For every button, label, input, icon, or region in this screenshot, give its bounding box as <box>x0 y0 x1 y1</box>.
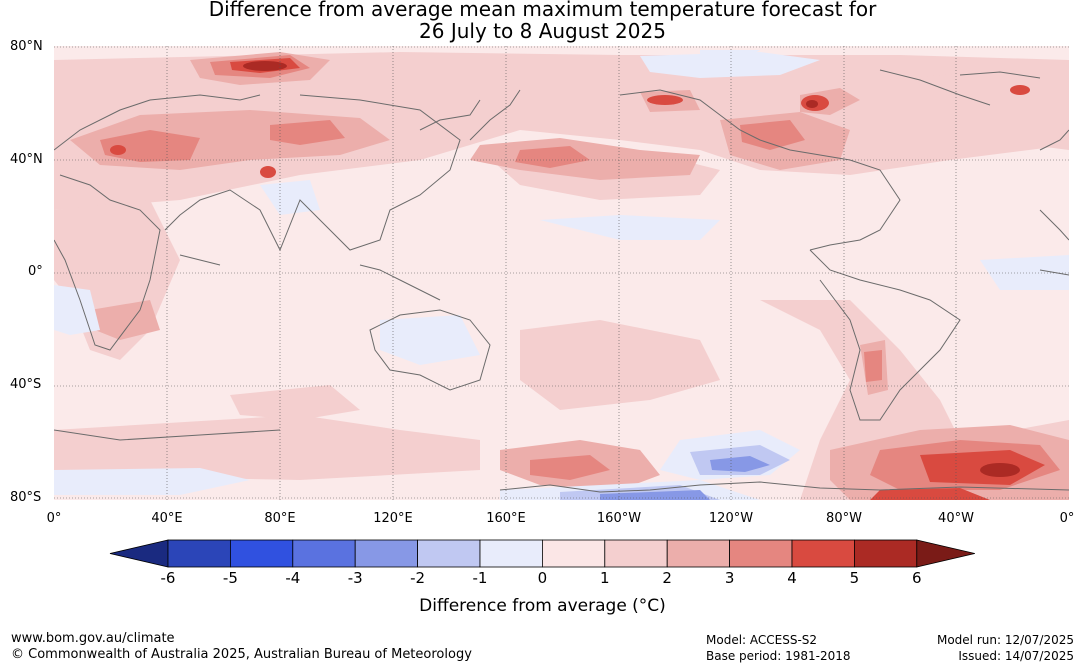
colorbar-arrow-high <box>916 539 975 568</box>
colorbar-tick-label: -5 <box>222 569 238 587</box>
map-title-line2: 26 July to 8 August 2025 <box>419 19 666 43</box>
lon-label-40w: 40°W <box>938 511 974 526</box>
colorbar-cell <box>542 539 606 568</box>
lon-label-160e: 160°E <box>486 511 526 526</box>
lat-label-40s: 40°S <box>10 377 42 392</box>
colorbar-cell <box>292 539 356 568</box>
colorbar-cell <box>854 539 918 568</box>
lon-label-80w: 80°W <box>826 511 862 526</box>
lon-label-160w: 160°W <box>596 511 642 526</box>
lon-label-120w: 120°W <box>708 511 754 526</box>
lon-label-120e: 120°E <box>373 511 413 526</box>
colorbar-cell <box>417 539 481 568</box>
colorbar-tick-label: 4 <box>787 569 797 587</box>
colorbar-cell <box>666 539 731 568</box>
map-title-line1: Difference from average mean maximum tem… <box>208 0 877 21</box>
lon-label-0-right: 0° <box>1059 511 1075 526</box>
colorbar-cell <box>791 539 855 568</box>
anomaly-negative-3-to-2-regions <box>600 456 770 500</box>
colorbar-tick-label: 3 <box>724 569 735 587</box>
footer-model-run: Model run: 12/07/2025 <box>936 633 1074 647</box>
colorbar-tick-label: -4 <box>285 569 301 587</box>
lat-label-40n: 40°N <box>10 152 43 167</box>
colorbar-cell <box>229 539 294 568</box>
colorbar-cell <box>479 539 543 568</box>
colorbar <box>109 539 975 568</box>
colorbar-tick-label: -3 <box>347 569 363 587</box>
colorbar-cell <box>729 539 793 568</box>
lat-label-80n: 80°N <box>10 39 43 54</box>
lon-label-80e: 80°E <box>264 511 296 526</box>
anomaly-5-to-6-regions <box>243 61 1020 477</box>
colorbar-arrow-low <box>109 539 169 568</box>
lon-label-40e: 40°E <box>151 511 183 526</box>
footer-base-period: Base period: 1981-2018 <box>706 649 851 663</box>
colorbar-tick-label: 2 <box>662 569 672 587</box>
footer-model: Model: ACCESS-S2 <box>706 633 818 647</box>
graticule <box>54 46 1069 500</box>
coastlines <box>54 69 1069 493</box>
temperature-anomaly-map <box>54 46 1069 500</box>
colorbar-tick-label: 0 <box>537 569 548 587</box>
lon-label-0: 0° <box>46 511 62 526</box>
colorbar-cell <box>354 539 419 568</box>
footer-url: www.bom.gov.au/climate <box>11 631 175 646</box>
lat-label-80s: 80°S <box>10 490 42 505</box>
footer-copyright: © Commonwealth of Australia 2025, Austra… <box>11 647 472 662</box>
footer-issued: Issued: 14/07/2025 <box>958 649 1074 663</box>
colorbar-tick-label: -1 <box>472 569 488 587</box>
colorbar-cell <box>604 539 668 568</box>
anomaly-4-to-5-regions <box>110 58 1045 500</box>
colorbar-tick-label: 1 <box>600 569 610 587</box>
colorbar-tick-label: -2 <box>410 569 426 587</box>
lat-label-equator: 0° <box>28 264 43 279</box>
colorbar-label: Difference from average (°C) <box>419 596 666 616</box>
colorbar-tick-label: 5 <box>849 569 860 587</box>
colorbar-tick-label: -6 <box>160 569 176 587</box>
colorbar-tick-label: 6 <box>912 569 922 587</box>
colorbar-cell <box>167 539 231 568</box>
